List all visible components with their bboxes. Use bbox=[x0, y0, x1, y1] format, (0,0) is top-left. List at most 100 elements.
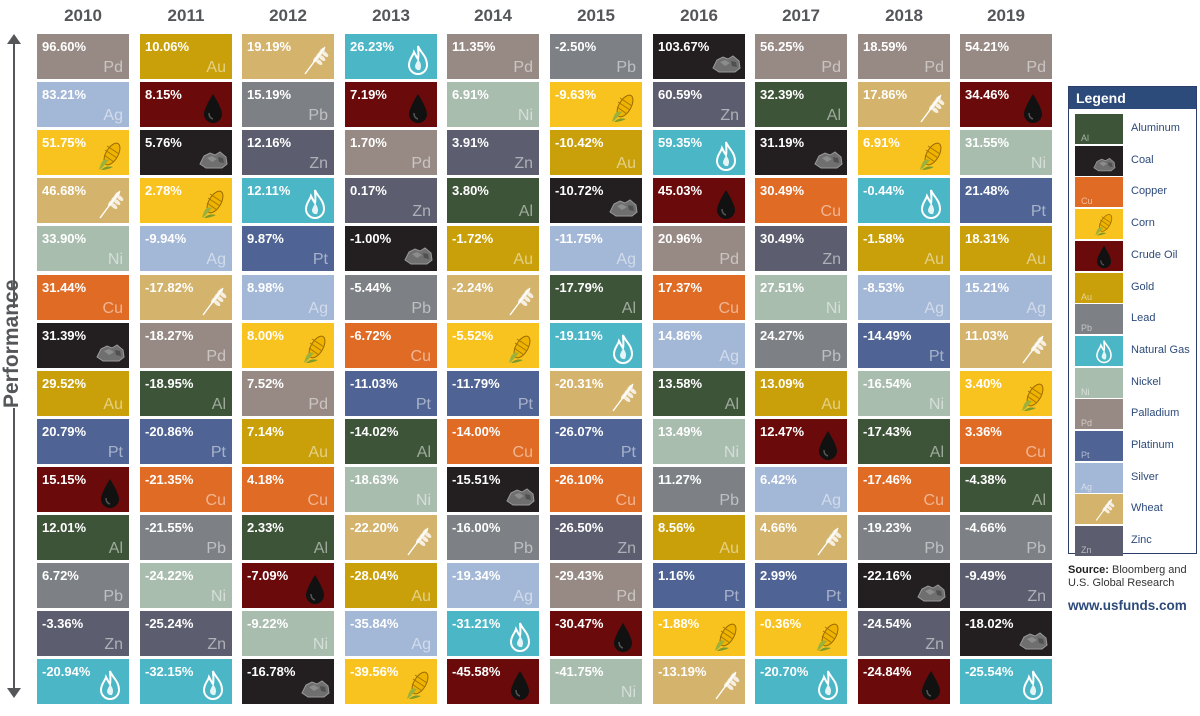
legend-item-copper: Cu Copper bbox=[1075, 177, 1195, 208]
commodity-symbol: Ni bbox=[1030, 155, 1046, 172]
cell-value: -41.75% bbox=[555, 664, 604, 679]
cell-2018-lead: -19.23% Pb bbox=[858, 515, 950, 560]
wheat-icon bbox=[1018, 333, 1048, 365]
commodity-symbol: Zn bbox=[1027, 588, 1046, 605]
commodity-symbol: Ni bbox=[312, 636, 328, 653]
cell-2016-palladium: 20.96% Pd bbox=[653, 226, 745, 271]
cell-2010-crude-oil: 15.15% bbox=[37, 467, 129, 512]
cell-2012-copper: 4.18% Cu bbox=[242, 467, 334, 512]
cell-value: 8.15% bbox=[145, 87, 182, 102]
commodity-symbol: Pd bbox=[821, 59, 841, 76]
commodity-symbol: Ag bbox=[1026, 300, 1046, 317]
oil-drop-icon bbox=[198, 92, 228, 124]
commodity-symbol: Pd bbox=[616, 588, 636, 605]
commodity-symbol: Zn bbox=[925, 636, 944, 653]
legend-label: Natural Gas bbox=[1131, 343, 1190, 356]
cell-value: -21.35% bbox=[145, 472, 194, 487]
cell-2016-nickel: 13.49% Ni bbox=[653, 419, 745, 464]
commodity-symbol: Au bbox=[513, 251, 533, 268]
commodity-symbol: Al bbox=[211, 396, 226, 413]
cell-2018-gold: -1.58% Au bbox=[858, 226, 950, 271]
legend-swatch bbox=[1075, 335, 1123, 366]
legend-label: Coal bbox=[1131, 153, 1154, 166]
cell-2011-zinc: -25.24% Zn bbox=[140, 611, 232, 656]
legend-swatch: Ni bbox=[1075, 367, 1123, 398]
cell-value: 83.21% bbox=[42, 87, 87, 102]
corn-icon bbox=[403, 669, 433, 701]
cell-2016-lead: 11.27% Pb bbox=[653, 467, 745, 512]
cell-value: 13.58% bbox=[658, 376, 703, 391]
cell-value: -20.86% bbox=[145, 424, 194, 439]
cell-value: -11.75% bbox=[555, 231, 603, 246]
cell-2013-palladium: 1.70% Pd bbox=[345, 130, 437, 175]
cell-2015-palladium: -29.43% Pd bbox=[550, 563, 642, 608]
website-link[interactable]: www.usfunds.com bbox=[1068, 598, 1187, 613]
cell-value: 2.78% bbox=[145, 183, 182, 198]
cell-value: 11.35% bbox=[452, 39, 496, 54]
cell-2017-crude-oil: 12.47% bbox=[755, 419, 847, 464]
flame-icon bbox=[505, 621, 535, 653]
cell-2012-nickel: -9.22% Ni bbox=[242, 611, 334, 656]
cell-value: -14.49% bbox=[863, 328, 912, 343]
coal-icon bbox=[505, 477, 535, 509]
cell-2014-natural-gas: -31.21% bbox=[447, 611, 539, 656]
cell-2019-copper: 3.36% Cu bbox=[960, 419, 1052, 464]
source-label: Source: bbox=[1068, 564, 1109, 576]
cell-value: -8.53% bbox=[863, 280, 905, 295]
cell-2017-corn: -0.36% bbox=[755, 611, 847, 656]
cell-value: -19.34% bbox=[452, 568, 501, 583]
year-header-2012: 2012 bbox=[269, 6, 307, 25]
cell-value: 6.42% bbox=[760, 472, 797, 487]
cell-2019-zinc: -9.49% Zn bbox=[960, 563, 1052, 608]
legend-label: Platinum bbox=[1131, 439, 1174, 451]
commodity-symbol: Pt bbox=[517, 396, 533, 413]
cell-value: 5.76% bbox=[145, 135, 182, 150]
commodity-symbol: Pt bbox=[107, 444, 123, 461]
cell-2010-gold: 29.52% Au bbox=[37, 371, 129, 416]
cell-value: -16.54% bbox=[863, 376, 912, 391]
cell-2014-zinc: 3.91% Zn bbox=[447, 130, 539, 175]
corn-icon bbox=[916, 140, 946, 172]
cell-2019-gold: 18.31% Au bbox=[960, 226, 1052, 271]
coal-icon bbox=[1092, 149, 1116, 174]
cell-2011-crude-oil: 8.15% bbox=[140, 82, 232, 127]
commodity-symbol: Cu bbox=[923, 492, 944, 509]
cell-2016-copper: 17.37% Cu bbox=[653, 275, 745, 320]
cell-2017-copper: 30.49% Cu bbox=[755, 178, 847, 223]
cell-value: 12.47% bbox=[760, 424, 805, 439]
cell-2014-crude-oil: -45.58% bbox=[447, 659, 539, 704]
commodity-symbol: Pd bbox=[411, 155, 431, 172]
cell-2010-zinc: -3.36% Zn bbox=[37, 611, 129, 656]
commodity-symbol: Ag bbox=[308, 300, 328, 317]
cell-value: 31.44% bbox=[42, 280, 87, 295]
commodity-symbol: Pb bbox=[616, 59, 636, 76]
year-header-2019: 2019 bbox=[987, 6, 1025, 25]
oil-drop-icon bbox=[916, 669, 946, 701]
cell-2012-platinum: 9.87% Pt bbox=[242, 226, 334, 271]
cell-value: 46.68% bbox=[42, 183, 87, 198]
coal-icon bbox=[95, 333, 125, 365]
commodity-symbol: Au bbox=[719, 540, 739, 557]
cell-2015-wheat: -20.31% bbox=[550, 371, 642, 416]
cell-value: 54.21% bbox=[965, 39, 1010, 54]
cell-2014-wheat: -2.24% bbox=[447, 275, 539, 320]
cell-2013-natural-gas: 26.23% bbox=[345, 34, 437, 79]
cell-value: -29.43% bbox=[555, 568, 604, 583]
cell-value: 18.31% bbox=[965, 231, 1010, 246]
legend-label: Nickel bbox=[1131, 375, 1161, 388]
commodity-symbol: Ni bbox=[107, 251, 123, 268]
cell-value: 96.60% bbox=[42, 39, 87, 54]
coal-icon bbox=[300, 669, 330, 701]
cell-2019-platinum: 21.48% Pt bbox=[960, 178, 1052, 223]
cell-value: 56.25% bbox=[760, 39, 805, 54]
cell-value: 31.55% bbox=[965, 135, 1010, 150]
legend-symbol: Cu bbox=[1081, 196, 1093, 207]
cell-2014-aluminum: 3.80% Al bbox=[447, 178, 539, 223]
flame-icon bbox=[916, 188, 946, 220]
cell-2012-corn: 8.00% bbox=[242, 323, 334, 368]
cell-2010-nickel: 33.90% Ni bbox=[37, 226, 129, 271]
cell-value: 18.59% bbox=[863, 39, 908, 54]
cell-value: 1.70% bbox=[350, 135, 387, 150]
cell-2015-lead: -2.50% Pb bbox=[550, 34, 642, 79]
legend-symbol: Ag bbox=[1081, 481, 1093, 492]
